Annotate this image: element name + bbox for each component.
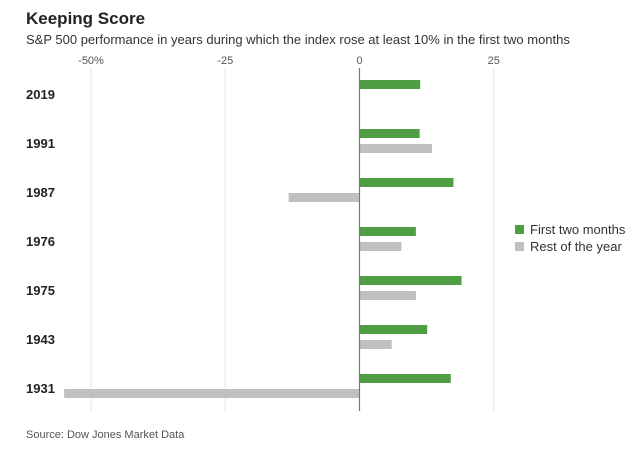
bar-1976-first-two-months [359,227,416,236]
bar-1987-rest-of-year [288,193,360,202]
tick-label: 0 [356,55,362,67]
bar-1987-first-two-months [359,178,454,187]
category-label: 1991 [26,136,55,151]
bar-1975-first-two-months [359,276,462,285]
bar-2019-first-two-months [359,80,421,89]
bar-1991-rest-of-year [359,144,432,153]
bar-1976-rest-of-year [359,242,402,251]
category-label: 1931 [26,381,55,396]
bar-1943-rest-of-year [359,340,392,349]
tick-label: 25 [488,55,500,67]
category-label: 2019 [26,87,55,102]
legend-item-first-two-months: First two months [515,222,625,237]
legend-label: First two months [530,222,626,237]
legend-swatch-gray [515,242,524,251]
bar-1943-first-two-months [359,325,428,334]
legend-label: Rest of the year [530,239,622,254]
tick-label: -25 [217,55,233,67]
bar-1975-rest-of-year [359,291,416,300]
bar-1931-rest-of-year [64,389,360,398]
category-label: 1987 [26,185,55,200]
chart-title: Keeping Score [26,9,146,28]
category-label: 1943 [26,332,55,347]
source-note: Source: Dow Jones Market Data [26,429,185,441]
bar-1931-first-two-months [359,374,451,383]
tick-label: -50% [78,55,104,67]
legend-item-rest-of-year: Rest of the year [515,239,622,254]
category-label: 1975 [26,283,55,298]
chart-subtitle: S&P 500 performance in years during whic… [26,32,570,47]
bar-1991-first-two-months [359,129,420,138]
category-label: 1976 [26,234,55,249]
legend-swatch-green [515,225,524,234]
